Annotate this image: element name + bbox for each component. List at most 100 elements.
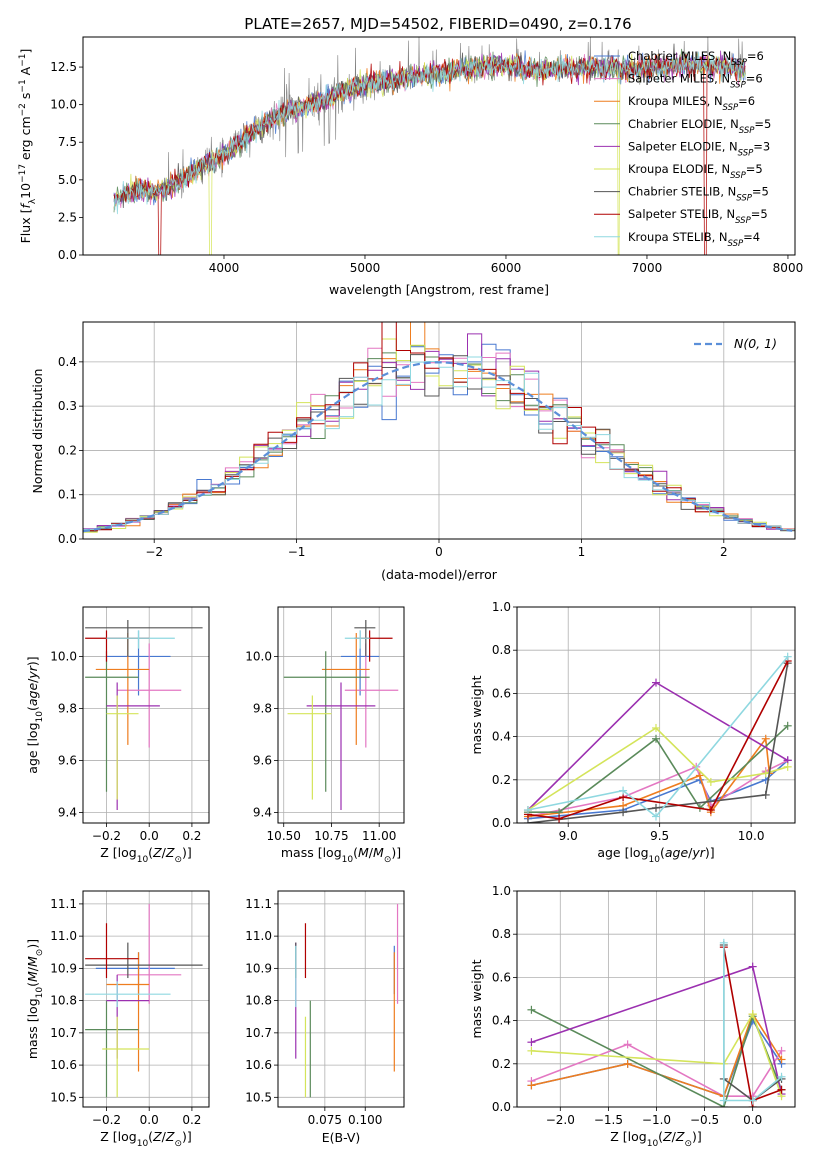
legend-label-suffix: =3 (753, 139, 770, 153)
label-part: / (25, 678, 40, 683)
y-tick-label: 0.2 (492, 773, 511, 787)
legend-label-sub: SSP (736, 194, 752, 204)
errorbar-point (85, 981, 171, 1008)
weight-marker (652, 678, 660, 687)
label-part: 10 (137, 1139, 149, 1149)
label-part: 10 (137, 855, 149, 865)
panel-mass-vs-ebv: 0.075 0.100 10.5 10.6 10.7 10.8 10.9 11.0 11.1 E(… (245, 890, 405, 1145)
label-part: )] (692, 1129, 702, 1144)
weight-marker (523, 806, 532, 815)
y-tick-label: 1.0 (492, 600, 511, 614)
legend-label-sub: SSP (739, 126, 755, 136)
weight-marker (783, 721, 792, 730)
label-part: mass [log (25, 998, 40, 1059)
y-tick-label: 9.8 (253, 701, 272, 715)
y-tick-label: 0.8 (492, 927, 511, 941)
y-tick-label: 9.8 (58, 701, 77, 715)
errorbar-point (95, 633, 150, 745)
x-tick-label: 2 (720, 545, 728, 559)
label-part: )] (25, 939, 40, 949)
label-part: 10 (35, 711, 45, 723)
axes-frame (82, 36, 796, 256)
legend-label: Kroupa MILES, NSSP=6 (628, 94, 755, 113)
label-part: ⊙ (684, 1139, 692, 1149)
label-part: Z (152, 845, 162, 860)
label-part: 10 (342, 855, 354, 865)
legend-label-suffix: =5 (752, 185, 769, 199)
label-part: / (162, 1129, 167, 1144)
errorbar-point (106, 952, 150, 1072)
weight-marker (777, 1085, 786, 1094)
y-tick-label: 10.9 (245, 961, 272, 975)
y-tick-label: 10.0 (50, 98, 77, 112)
panel-weight-vs-z: −2.0 −1.5 −1.0 −0.5 0.0 0.0 0.2 0.4 0.6 0.8 1.0 Z [… (469, 884, 796, 1149)
weight-marker (652, 803, 660, 812)
weight-line-elodie_salpeter (527, 681, 789, 811)
label-part: λ (28, 198, 38, 204)
axes-frame (82, 890, 210, 1108)
axes: 9.0 9.5 10.0 0.0 0.2 0.4 0.6 0.8 1.0 age [log10(a… (469, 600, 796, 865)
weight-marker (619, 808, 628, 817)
label-part: −1 (18, 79, 28, 92)
grid (83, 891, 209, 1107)
legend-label: N(0, 1) (734, 336, 777, 351)
legend-label-main: Chabrier STELIB, N (628, 185, 736, 199)
axes: −0.2 0.0 0.2 10.5 10.6 10.7 10.8 10.9 11.0 11.1 Z … (25, 890, 210, 1149)
errorbar-point (85, 923, 139, 979)
x-tick-label: 10.75 (314, 829, 348, 843)
errorbar-point (106, 630, 175, 649)
x-tick-label: 5000 (350, 261, 381, 275)
weight-marker (527, 1081, 536, 1090)
weight-marker (652, 734, 660, 743)
label-part: ( (148, 845, 153, 860)
figure-title: PLATE=2657, MJD=54502, FIBERID=0490, z=0… (244, 15, 631, 33)
x-tick-label: 11.00 (362, 829, 396, 843)
errorbar-point (85, 651, 139, 792)
y-tick-label: 0.2 (58, 443, 77, 457)
legend-label: Salpeter MILES, NSSP=6 (628, 72, 763, 91)
label-part: )] (391, 845, 401, 860)
label-part: )] (25, 656, 40, 666)
gaussian-curve (83, 361, 793, 533)
axes-frame (516, 890, 796, 1108)
weight-marker (748, 962, 757, 971)
errorbar-point (344, 630, 370, 649)
x-tick-label: 10.50 (267, 829, 301, 843)
grid (278, 891, 404, 1107)
weight-marker (652, 812, 660, 821)
weight-marker (523, 819, 532, 823)
y-tick-label: 0.6 (492, 970, 511, 984)
legend-label-sub: SSP (735, 216, 751, 226)
plot-area (527, 938, 786, 1107)
y-tick-label: 9.6 (253, 754, 272, 768)
y-axis-label: Normed distribution (30, 369, 45, 494)
label-part: yr (25, 665, 40, 679)
y-axis-label: mass [log10(M/M⊙)] (25, 939, 45, 1059)
legend-label: Chabrier ELODIE, NSSP=5 (628, 117, 771, 136)
weight-marker (748, 1010, 757, 1019)
weight-marker (719, 1096, 728, 1105)
label-part: −1 (18, 53, 28, 66)
panel-weight-vs-age: 9.0 9.5 10.0 0.0 0.2 0.4 0.6 0.8 1.0 age [log10(a… (469, 600, 796, 865)
axes-frame (82, 606, 210, 824)
y-tick-label: 10.6 (50, 1058, 77, 1072)
panel-age-vs-z: −0.2 0.0 0.29.49.69.810.0Z [log10(Z/Z⊙)]ag… (25, 606, 210, 865)
weight-marker (623, 1040, 632, 1049)
legend-label-suffix: =5 (754, 117, 771, 131)
label-part: / (162, 845, 167, 860)
label-part: age (665, 845, 689, 860)
x-tick-label: 0.0 (140, 1113, 159, 1127)
x-tick-label: −1 (288, 545, 306, 559)
y-tick-label: 7.5 (58, 135, 77, 149)
label-part: −2 (18, 103, 28, 116)
plot-area (85, 620, 203, 810)
errorbar-point (306, 682, 376, 810)
axes: −2 −1 0 1 2 0.0 0.1 0.2 0.3 0.4 (data-model)/error… (30, 321, 796, 582)
axes: 4000 5000 6000 7000 8000 0.0 2.5 5.0 7.5 10.0 12.5… (18, 36, 803, 297)
legend: N(0, 1) (694, 336, 777, 351)
y-tick-label: 0.3 (58, 399, 77, 413)
legend-item: Kroupa ELODIE, NSSP=5 (594, 162, 763, 181)
y-tick-label: 11.0 (245, 929, 272, 943)
weight-marker (777, 1055, 786, 1064)
x-tick-label: 0.075 (308, 1113, 342, 1127)
